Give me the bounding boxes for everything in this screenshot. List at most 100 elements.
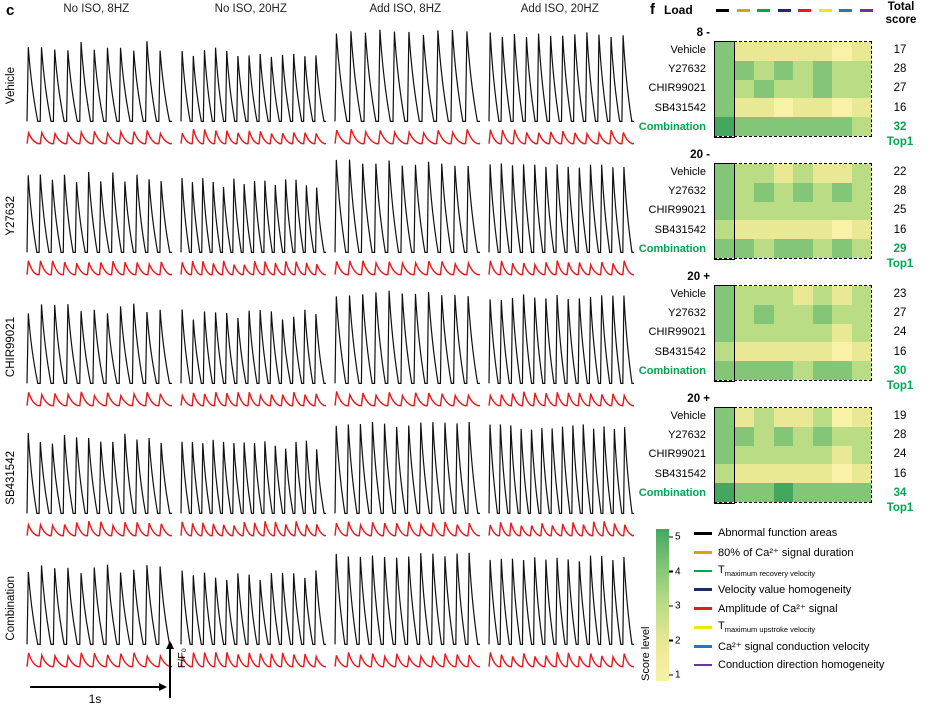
heatmap-cell xyxy=(734,323,754,343)
trace-row-label-text: CHIR99021 xyxy=(5,316,17,378)
heatmap-row-labels: Vehicle Y27632 CHIR99021 SB431542 Combinatio… xyxy=(638,41,710,137)
total-score-header: Total score xyxy=(878,1,924,27)
heatmap-cell xyxy=(734,239,754,258)
metric-color-dash-icon xyxy=(736,9,750,12)
calcium-trace-plot xyxy=(26,564,172,668)
heatmap-cell xyxy=(812,464,832,484)
calcium-trace xyxy=(487,412,636,543)
heatmap-cell xyxy=(812,164,832,183)
calcium-trace xyxy=(487,282,636,413)
heatmap-cell xyxy=(734,483,754,502)
total-score-value: 29 xyxy=(893,242,907,255)
calcium-trace-plot xyxy=(334,29,480,145)
calcium-trace-plot xyxy=(334,290,480,406)
heatmap-cell xyxy=(851,201,871,221)
heatmap-cell xyxy=(851,408,871,427)
heatmap-row-label: SB431542 xyxy=(654,101,706,114)
colorbar-tick-mark xyxy=(669,536,673,538)
heatmap-cell xyxy=(734,408,754,427)
colorbar-tick-mark xyxy=(669,674,673,676)
calcium-trace xyxy=(333,282,482,413)
colorbar-tick-value: 2 xyxy=(675,635,681,646)
heatmap-cell xyxy=(754,182,774,202)
heatmap-row-label: CHIR99021 xyxy=(648,82,706,95)
heatmap-cell xyxy=(715,464,735,484)
total-score-value: 25 xyxy=(893,204,907,217)
heatmap-cell xyxy=(793,361,813,380)
heatmap-cell xyxy=(851,117,871,136)
heatmap-block: 20 + Vehicle Y27632 CHIR99021 SB431542 Combin… xyxy=(638,271,931,393)
heatmap-cell xyxy=(754,286,774,305)
heatmap-cell xyxy=(812,42,832,61)
total-scores: 17 28 27 16 32 xyxy=(874,41,926,137)
total-score-value: 23 xyxy=(893,288,907,300)
legend-color-dash-icon xyxy=(694,663,712,667)
heatmap-cell xyxy=(715,117,735,136)
legend-item: Velocity value homogeneity xyxy=(694,580,931,599)
legend-color-dash-icon xyxy=(694,588,712,592)
calcium-trace-plot xyxy=(488,163,634,276)
heatmap-cell xyxy=(812,79,832,99)
heatmap-cell xyxy=(754,426,774,446)
total-score-value: 30 xyxy=(893,364,907,377)
legend-item: Ca²⁺ signal conduction velocity xyxy=(694,637,931,656)
colorbar-ticks: 5 4 3 2 1 xyxy=(669,529,693,681)
heatmap-cell xyxy=(715,426,735,446)
colorbar-tick-mark xyxy=(669,605,673,607)
heatmap-cell xyxy=(773,426,793,446)
heatmap-cell xyxy=(851,361,871,380)
heatmap-cell xyxy=(812,98,832,118)
legend-text-segment: Amplitude of Ca²⁺ signal xyxy=(718,603,838,616)
calcium-trace-plot xyxy=(334,159,480,276)
heatmap-cell xyxy=(832,239,852,258)
heatmap-cell xyxy=(832,483,852,502)
legend-text: Tmaximum upstroke velocity xyxy=(718,620,815,634)
heatmap-row-label: SB431542 xyxy=(654,345,706,358)
heatmap-cell xyxy=(734,182,754,202)
fluorescence-axis-arrow-icon xyxy=(165,641,174,649)
heatmap-row-label: Y27632 xyxy=(668,185,706,198)
heatmap-cell xyxy=(773,464,793,484)
heatmap-cell xyxy=(793,60,813,80)
total-score-value: 17 xyxy=(893,44,907,56)
heatmap-cell xyxy=(851,60,871,80)
time-scalebar-label: 1s xyxy=(88,692,102,706)
heatmap-row-labels: Vehicle Y27632 CHIR99021 SB431542 Combinatio… xyxy=(638,163,710,259)
legend-item: Tmaximum recovery velocity xyxy=(694,562,931,581)
colorbar-tick-value: 1 xyxy=(675,669,681,681)
trace-grid: Vehicle Y27632 CHIR99021 SB431542 Combinatio… xyxy=(2,20,636,674)
heatmap-cell xyxy=(812,117,832,136)
heatmap-cell xyxy=(715,361,735,380)
heatmap-cell xyxy=(812,304,832,324)
calcium-trace-plot xyxy=(180,440,326,537)
top1-label: Top1 xyxy=(886,380,914,392)
trace-row-label-text: Y27632 xyxy=(5,196,17,237)
metric-color-dash-icon xyxy=(716,9,729,12)
panel-f-score-heatmaps: f Load Total score 8 - Vehicle Y27632 CHIR9… xyxy=(638,0,931,716)
legend-color-dash-icon xyxy=(694,550,712,554)
legend-color-dash-icon xyxy=(694,569,712,573)
total-score-value: 24 xyxy=(893,326,907,339)
total-score-value: 16 xyxy=(893,101,907,114)
total-scores: 23 27 24 16 30 xyxy=(874,285,926,381)
legend-color-dash-icon xyxy=(694,532,712,535)
load-condition-label: 20 - xyxy=(690,149,710,161)
heatmap-cell xyxy=(793,408,813,427)
heatmap-cell xyxy=(715,201,735,221)
heatmap-cell xyxy=(715,220,735,240)
metric-color-dash-icon xyxy=(798,9,812,12)
heatmap-cell xyxy=(832,342,852,362)
heatmap-cell xyxy=(793,98,813,118)
heatmap-cell xyxy=(715,483,735,502)
colorbar-label: Score level xyxy=(640,626,652,681)
heatmap-cell xyxy=(812,220,832,240)
trace-row-label-text: Combination xyxy=(5,576,17,641)
heatmap-cell xyxy=(734,220,754,240)
heatmap-cell xyxy=(793,483,813,502)
calcium-trace xyxy=(333,151,482,282)
heatmap-cell xyxy=(754,483,774,502)
legend-text: Abnormal function areas xyxy=(718,527,837,539)
colorbar-gradient xyxy=(656,529,669,681)
heatmap-cell xyxy=(793,464,813,484)
calcium-trace-plot xyxy=(26,41,172,145)
